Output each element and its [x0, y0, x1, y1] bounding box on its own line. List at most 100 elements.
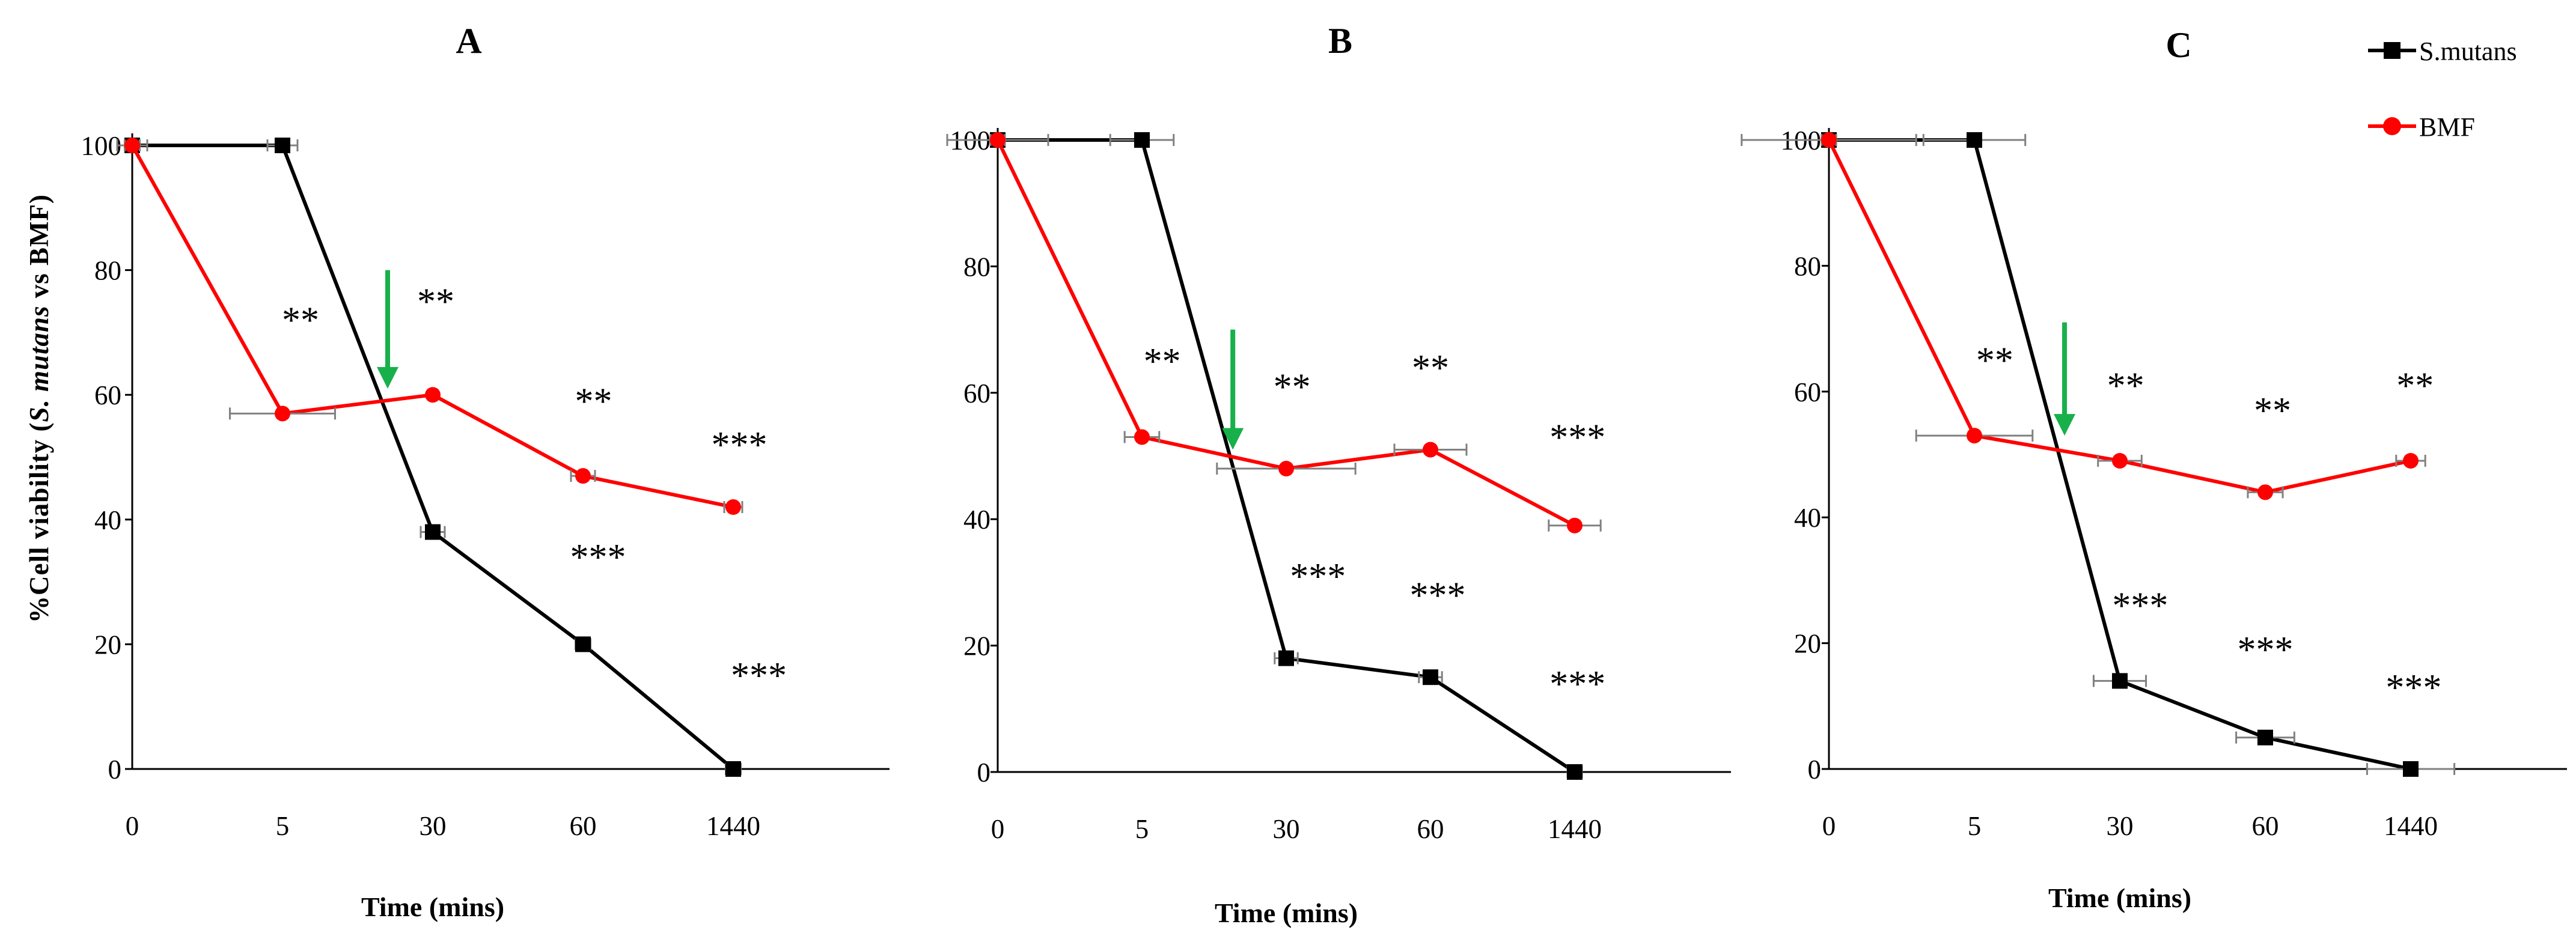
- y-tick-label: 100: [81, 131, 122, 161]
- y-tick-label: 80: [963, 252, 990, 282]
- legend-label-bmf: BMF: [2419, 112, 2475, 142]
- x-tick-label: 5: [1135, 814, 1149, 844]
- panel-title: A: [456, 21, 481, 61]
- data-point-smutans: [1423, 669, 1438, 685]
- data-point-bmf: [1423, 442, 1438, 458]
- y-tick-label: 20: [1794, 629, 1821, 659]
- x-axis-title: Time (mins): [1215, 898, 1358, 928]
- data-point-smutans: [575, 636, 591, 652]
- x-tick-label: 30: [2107, 811, 2134, 841]
- significance-label: ***: [1410, 575, 1466, 616]
- data-point-smutans: [425, 524, 441, 540]
- data-point-bmf: [1134, 429, 1150, 445]
- significance-label: **: [1144, 341, 1181, 382]
- data-point-bmf: [1567, 517, 1583, 533]
- arrow-head: [1222, 428, 1244, 450]
- data-point-smutans: [725, 761, 741, 777]
- data-point-bmf: [124, 138, 140, 153]
- legend-entry-bmf: BMF: [2368, 112, 2475, 142]
- panel-title: B: [1328, 21, 1352, 61]
- x-tick-label: 60: [570, 811, 597, 841]
- significance-label: ***: [712, 425, 768, 466]
- data-point-bmf: [2257, 484, 2273, 500]
- y-axis-title-italic: S. mutans: [24, 305, 54, 422]
- legend-entry-smutans: S.mutans: [2368, 37, 2517, 66]
- y-tick-label: 20: [963, 631, 990, 661]
- y-tick-label: 40: [94, 505, 121, 535]
- data-point-smutans: [275, 138, 290, 153]
- significance-label: ***: [1549, 417, 1605, 458]
- legend-label-smutans: S.mutans: [2419, 37, 2517, 66]
- significance-label: **: [575, 381, 612, 422]
- x-tick-label: 1440: [2384, 811, 2438, 841]
- data-point-bmf: [1967, 428, 1982, 444]
- data-point-smutans: [2112, 673, 2128, 689]
- x-tick-label: 60: [2252, 811, 2279, 841]
- significance-label: ***: [2385, 667, 2441, 708]
- y-tick-label: 60: [94, 380, 121, 410]
- data-point-smutans: [1134, 132, 1150, 148]
- x-tick-label: 60: [1417, 814, 1444, 844]
- series-line-bmf: [130, 144, 734, 509]
- y-tick-label: 0: [1808, 755, 1822, 785]
- y-tick-label: 20: [94, 630, 121, 660]
- arrow-head: [2054, 414, 2076, 436]
- x-tick-label: 1440: [706, 811, 760, 841]
- x-tick-label: 1440: [1548, 814, 1602, 844]
- y-axis-title-prefix: %Cell viability (: [24, 422, 54, 623]
- data-point-smutans: [1567, 764, 1583, 780]
- significance-label: **: [1274, 366, 1311, 407]
- significance-label: **: [282, 300, 319, 341]
- y-tick-label: 80: [1794, 251, 1821, 281]
- data-point-smutans: [2257, 729, 2273, 746]
- data-point-bmf: [990, 132, 1006, 148]
- data-point-bmf: [725, 499, 741, 515]
- y-tick-label: 40: [1794, 503, 1821, 533]
- arrow-head: [377, 366, 398, 389]
- significance-label: **: [2396, 365, 2434, 406]
- data-point-smutans: [1967, 132, 1982, 148]
- y-axis-title: %Cell viability (S. mutans vs BMF): [24, 194, 54, 623]
- y-tick-label: 0: [977, 758, 991, 788]
- x-axis-title: Time (mins): [2048, 883, 2191, 913]
- significance-label: **: [417, 281, 454, 322]
- data-point-bmf: [2403, 452, 2419, 469]
- x-tick-label: 5: [276, 811, 290, 841]
- significance-label: **: [1976, 340, 2013, 381]
- y-tick-label: 80: [94, 256, 121, 286]
- x-tick-label: 5: [1968, 811, 1982, 841]
- significance-label: ***: [1549, 664, 1605, 705]
- x-tick-label: 30: [1273, 814, 1300, 844]
- y-axis-title-suffix: vs BMF): [24, 194, 54, 305]
- significance-label: **: [1412, 348, 1449, 389]
- data-point-bmf: [1278, 461, 1294, 477]
- series-line-smutans: [132, 144, 734, 771]
- legend: S.mutans BMF: [2368, 37, 2517, 142]
- y-tick-label: 40: [963, 505, 990, 535]
- data-point-bmf: [1821, 132, 1837, 148]
- x-tick-label: 0: [1822, 811, 1836, 841]
- data-point-bmf: [2112, 452, 2128, 469]
- x-tick-label: 0: [126, 811, 139, 841]
- x-tick-label: 0: [991, 814, 1005, 844]
- y-tick-label: 0: [108, 755, 122, 785]
- significance-label: ***: [570, 537, 626, 578]
- significance-label: ***: [1290, 556, 1346, 597]
- y-tick-label: 60: [1794, 377, 1821, 407]
- x-tick-label: 30: [420, 811, 447, 841]
- data-point-bmf: [275, 406, 290, 422]
- significance-label: ***: [2112, 586, 2168, 627]
- panel-title: C: [2165, 25, 2191, 65]
- significance-label: **: [2107, 365, 2144, 406]
- data-point-bmf: [575, 468, 591, 484]
- series-line-smutans: [998, 138, 1576, 774]
- x-axis-title: Time (mins): [361, 892, 504, 922]
- data-point-smutans: [2403, 761, 2419, 777]
- data-point-bmf: [425, 387, 441, 403]
- significance-label: **: [2254, 391, 2291, 431]
- legend-marker-smutans: [2384, 42, 2401, 59]
